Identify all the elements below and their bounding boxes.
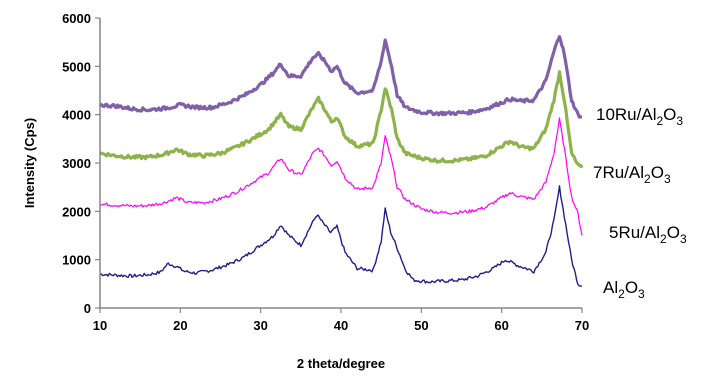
series-label-subscript: 3 xyxy=(638,287,645,301)
x-tick-label: 30 xyxy=(253,318,267,333)
series-label-element: O xyxy=(651,163,664,182)
y-tick-label: 6000 xyxy=(62,11,91,26)
series-label-subscript: 3 xyxy=(680,232,687,246)
y-tick-label: 4000 xyxy=(62,108,91,123)
series-label-main: Al xyxy=(603,278,618,297)
y-tick-label: 2000 xyxy=(62,204,91,219)
series-line xyxy=(99,70,584,169)
series-label: Al2O3 xyxy=(603,278,645,301)
series-label-subscript: 3 xyxy=(676,114,683,128)
series-label-element: O xyxy=(625,278,638,297)
y-tick-label: 5000 xyxy=(62,59,91,74)
x-tick-label: 40 xyxy=(334,318,348,333)
y-axis-title: Intensity (Cps) xyxy=(22,118,37,208)
series-line xyxy=(99,117,583,236)
series-label-main: 10Ru/Al xyxy=(596,105,656,124)
x-tick-label: 70 xyxy=(575,318,589,333)
series-label: 7Ru/Al2O3 xyxy=(593,163,671,186)
series-label: 10Ru/Al2O3 xyxy=(596,105,683,128)
series-label-main: 5Ru/Al xyxy=(609,223,660,242)
series-label: 5Ru/Al2O3 xyxy=(609,223,687,246)
series-label-subscript: 2 xyxy=(644,172,651,186)
y-tick-label: 0 xyxy=(84,301,91,316)
x-tick-label: 20 xyxy=(173,318,187,333)
series-label-main: 7Ru/Al xyxy=(593,163,644,182)
series-label-element: O xyxy=(667,223,680,242)
series-label-subscript: 3 xyxy=(664,172,671,186)
series-label-subscript: 2 xyxy=(656,114,663,128)
x-tick-label: 50 xyxy=(414,318,428,333)
series-line xyxy=(98,34,583,119)
series-label-element: O xyxy=(663,105,676,124)
series-label-subscript: 2 xyxy=(660,232,667,246)
series-line xyxy=(99,185,583,287)
x-axis-title: 2 theta/degree xyxy=(297,356,385,371)
y-tick-label: 3000 xyxy=(62,156,91,171)
y-tick-label: 1000 xyxy=(62,253,91,268)
x-tick-label: 60 xyxy=(494,318,508,333)
series-label-subscript: 2 xyxy=(618,287,625,301)
x-tick-label: 10 xyxy=(93,318,107,333)
